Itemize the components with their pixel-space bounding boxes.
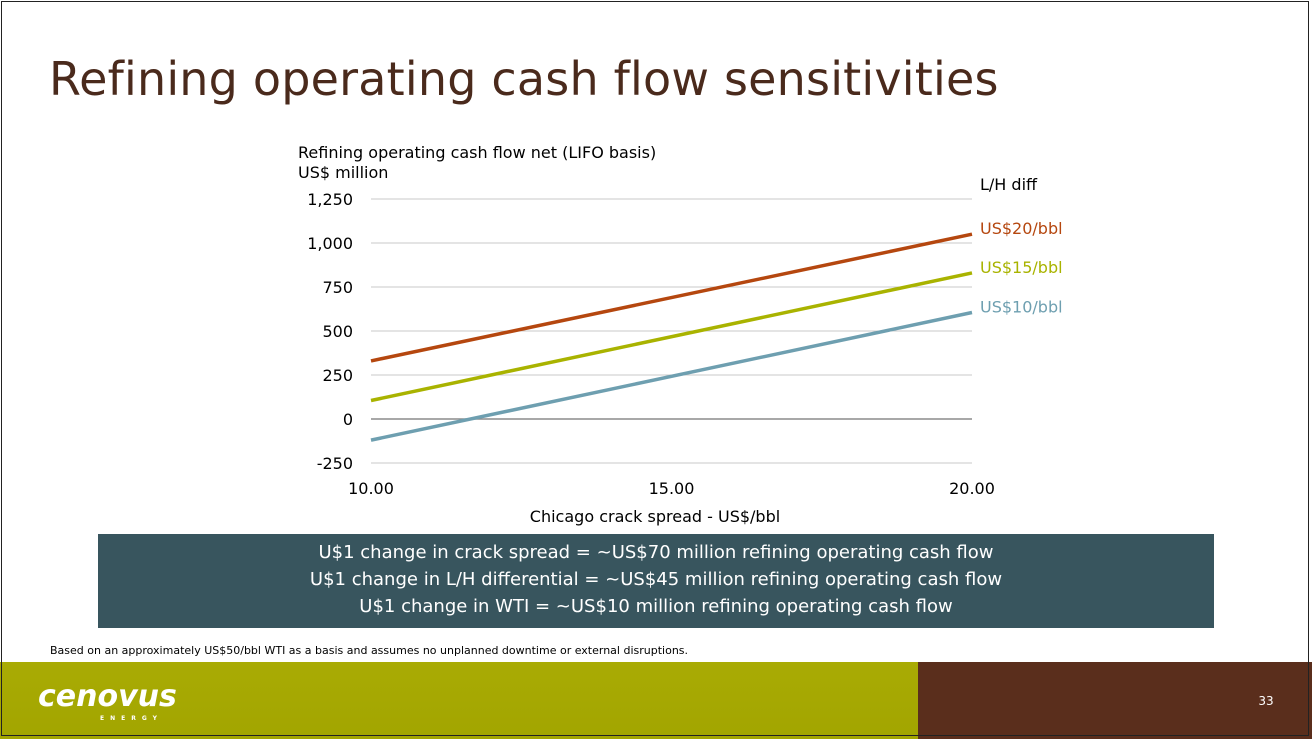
series-line: [370, 232, 973, 363]
footer-band-green: [0, 662, 918, 739]
series-line: [370, 271, 973, 403]
x-tick-label: 15.00: [649, 479, 695, 498]
line-chart: Refining operating cash flow net (LIFO b…: [298, 143, 1063, 526]
x-axis-label: Chicago crack spread - US$/bbl: [530, 507, 780, 526]
y-tick-label: 1,000: [307, 234, 353, 253]
footnote: Based on an approximately US$50/bbl WTI …: [50, 644, 689, 657]
callout-line-lh-differential: U$1 change in L/H differential = ~US$45 …: [309, 569, 1003, 590]
y-tick-label: -250: [317, 454, 353, 473]
y-axis-label: US$ million: [298, 163, 388, 182]
logo-wordmark: cenovus: [38, 680, 177, 714]
footer-band-brown: [918, 662, 1312, 739]
y-tick-label: 500: [322, 322, 353, 341]
page-number: 33: [1258, 694, 1274, 708]
cenovus-logo: cenovus ENERGY: [38, 680, 177, 722]
callout-line-crack-spread: U$1 change in crack spread = ~US$70 mill…: [318, 542, 994, 563]
x-tick-label: 20.00: [949, 479, 995, 498]
y-tick-label: 750: [322, 278, 353, 297]
callout-line-wti: U$1 change in WTI = ~US$10 million refin…: [359, 596, 953, 617]
sensitivity-callout: U$1 change in crack spread = ~US$70 mill…: [98, 534, 1214, 628]
logo-subtext: ENERGY: [100, 715, 163, 722]
x-tick-label: 10.00: [348, 479, 394, 498]
series-label: US$10/bbl: [980, 298, 1063, 317]
slide-title: Refining operating cash flow sensitiviti…: [49, 52, 999, 106]
y-tick-label: 250: [322, 366, 353, 385]
legend-title: L/H diff: [980, 175, 1038, 194]
series-label: US$15/bbl: [980, 258, 1063, 277]
series-line: [370, 310, 973, 442]
chart-title: Refining operating cash flow net (LIFO b…: [298, 143, 656, 162]
series-label: US$20/bbl: [980, 219, 1063, 238]
y-tick-label: 0: [343, 410, 353, 429]
y-tick-label: 1,250: [307, 190, 353, 209]
